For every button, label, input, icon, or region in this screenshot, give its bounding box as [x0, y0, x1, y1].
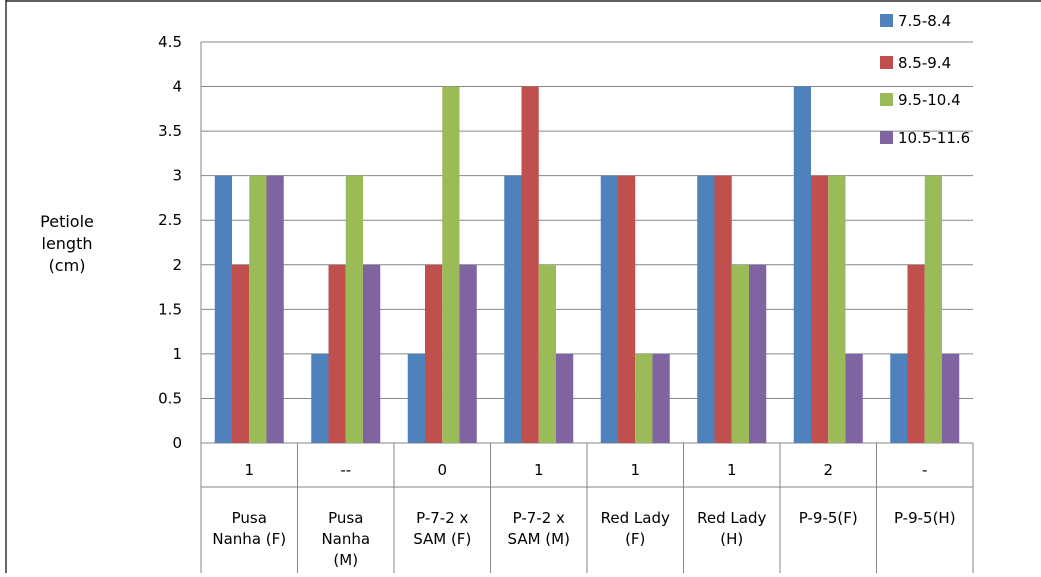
- bar: [714, 175, 732, 443]
- x-category-code: --: [340, 461, 351, 479]
- bar: [749, 264, 767, 443]
- bar: [924, 175, 942, 443]
- y-tick-label: 4.5: [158, 33, 182, 51]
- bar: [214, 175, 232, 443]
- bar: [266, 175, 284, 443]
- x-category-name: SAM (F): [413, 530, 471, 548]
- y-axis-label-line-2: length: [41, 234, 93, 253]
- x-category-code: -: [922, 461, 927, 479]
- y-tick-label: 3: [172, 167, 182, 185]
- x-category-code: 2: [823, 461, 833, 479]
- y-axis-label-line-3: (cm): [48, 256, 86, 275]
- y-tick-label: 3.5: [158, 122, 182, 140]
- x-category-name: (M): [333, 551, 358, 569]
- bar: [311, 353, 329, 443]
- bar: [635, 353, 653, 443]
- bar: [407, 353, 425, 443]
- bar: [249, 175, 267, 443]
- x-category-name: P-7-2 x: [513, 509, 565, 527]
- bar: [811, 175, 829, 443]
- bar: [504, 175, 522, 443]
- bar: [328, 264, 346, 443]
- bar: [442, 86, 460, 444]
- x-category-name: Pusa: [232, 509, 267, 527]
- y-tick-label: 2.5: [158, 211, 182, 229]
- x-category-name: Red Lady: [601, 509, 670, 527]
- bar: [521, 86, 539, 444]
- x-category-name: Nanha (F): [212, 530, 286, 548]
- bar: [600, 175, 618, 443]
- bar: [425, 264, 443, 443]
- x-category-code: 0: [437, 461, 447, 479]
- x-category-name: SAM (M): [508, 530, 570, 548]
- legend-label: 9.5-10.4: [898, 91, 961, 109]
- legend-swatch: [880, 131, 893, 144]
- y-tick-label: 1.5: [158, 300, 182, 318]
- y-tick-label: 0.5: [158, 389, 182, 407]
- y-tick-label: 2: [172, 256, 182, 274]
- bar: [345, 175, 363, 443]
- x-category-name: P-9-5(F): [799, 509, 858, 527]
- bar: [907, 264, 925, 443]
- y-tick-label: 1: [172, 345, 182, 363]
- y-tick-label: 0: [172, 434, 182, 452]
- bar: [652, 353, 670, 443]
- bar: [942, 353, 960, 443]
- bar: [556, 353, 574, 443]
- x-category-name: (F): [625, 530, 645, 548]
- y-axis-label-line-1: Petiole: [40, 212, 94, 231]
- x-category-name: Nanha: [321, 530, 370, 548]
- bar: [731, 264, 749, 443]
- legend-label: 8.5-9.4: [898, 54, 951, 72]
- legend-swatch: [880, 56, 893, 69]
- bar: [232, 264, 250, 443]
- legend-label: 10.5-11.6: [898, 129, 970, 147]
- legend-label: 7.5-8.4: [898, 12, 951, 30]
- x-category-name: Pusa: [328, 509, 363, 527]
- bar: [538, 264, 556, 443]
- x-category-name: P-9-5(H): [894, 509, 956, 527]
- x-category-name: Red Lady: [697, 509, 766, 527]
- x-category-code: 1: [244, 461, 254, 479]
- x-category-code: 1: [534, 461, 544, 479]
- legend-swatch: [880, 14, 893, 27]
- bar: [618, 175, 636, 443]
- bar: [793, 86, 811, 444]
- bar: [697, 175, 715, 443]
- legend-swatch: [880, 93, 893, 106]
- x-category-code: 1: [630, 461, 640, 479]
- y-axis-label: Petiole length (cm): [30, 211, 104, 277]
- y-tick-label: 4: [172, 78, 182, 96]
- bar: [363, 264, 381, 443]
- x-category-name: P-7-2 x: [416, 509, 468, 527]
- bar: [845, 353, 863, 443]
- x-category-code: 1: [727, 461, 737, 479]
- bar: [828, 175, 846, 443]
- bar: [890, 353, 908, 443]
- bar: [459, 264, 477, 443]
- x-category-name: (H): [720, 530, 743, 548]
